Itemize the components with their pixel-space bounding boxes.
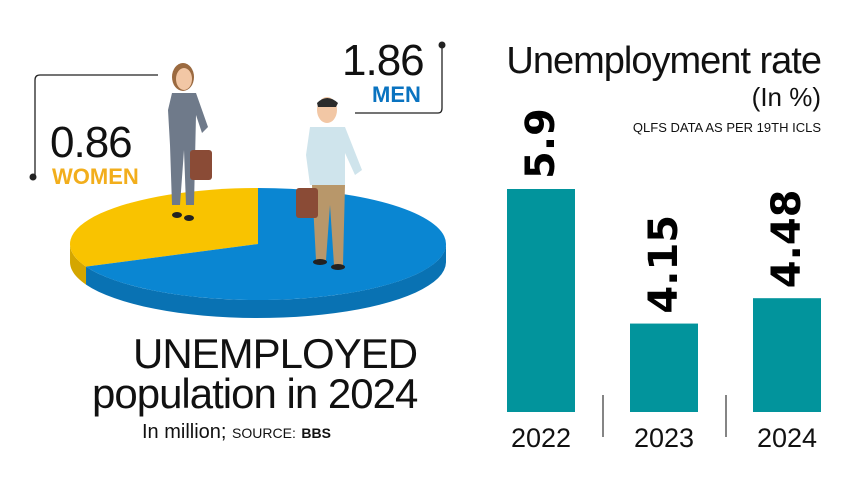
bar-chart-title: Unemployment rate <box>506 40 822 82</box>
pie-side-women <box>70 243 87 285</box>
unit-note: In million; <box>142 421 227 443</box>
leader-lines <box>29 41 446 181</box>
people-illustration <box>168 63 362 270</box>
women-value: 0.86 <box>50 118 133 167</box>
man-figure <box>296 97 362 270</box>
men-value: 1.86 <box>342 36 425 85</box>
pie-source-line: In million; SOURCE: BBS <box>142 421 331 444</box>
pie-slice-women <box>69 188 259 267</box>
pie-title: UNEMPLOYED <box>133 330 418 377</box>
bar-2022 <box>507 189 575 412</box>
pie-slice-men <box>86 188 447 300</box>
bar-chart-note: QLFS DATA AS PER 19TH ICLS <box>632 120 821 135</box>
x-tick-label: 2023 <box>634 423 694 453</box>
bar-value-label: 4.48 <box>764 189 810 288</box>
bar-chart-unit: (In %) <box>751 82 821 112</box>
bar-2024 <box>753 298 821 412</box>
men-label: MEN <box>372 82 421 107</box>
woman-figure <box>168 63 212 221</box>
source-label: SOURCE: <box>232 425 296 441</box>
x-tick-label: 2024 <box>757 423 817 453</box>
women-label: WOMEN <box>52 164 139 189</box>
bar-value-label: 5.9 <box>518 108 564 179</box>
pie-chart <box>69 188 447 318</box>
source-value: BBS <box>301 425 331 441</box>
x-tick-label: 2022 <box>511 423 571 453</box>
bar-value-label: 4.15 <box>641 215 687 314</box>
pie-side-men <box>86 244 446 318</box>
pie-subtitle: population in 2024 <box>92 370 418 417</box>
bar-2023 <box>630 323 698 412</box>
